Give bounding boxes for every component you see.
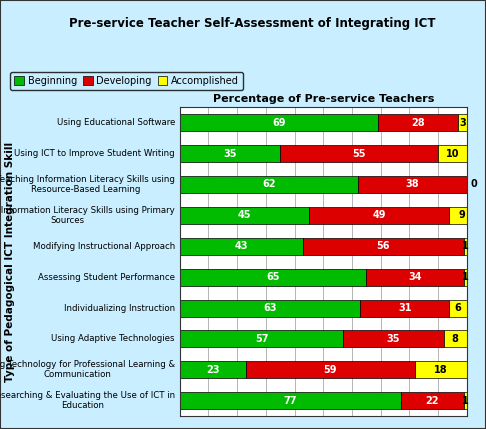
Text: Teaching Information Literacy Skills using Primary
Sources: Teaching Information Literacy Skills usi…	[0, 205, 175, 225]
Bar	[180, 269, 366, 286]
Bar	[464, 238, 467, 255]
Bar	[309, 207, 450, 224]
Text: 57: 57	[255, 334, 268, 344]
Text: Assessing Student Performance: Assessing Student Performance	[38, 273, 175, 281]
Text: 63: 63	[263, 303, 277, 313]
Text: 49: 49	[372, 210, 386, 221]
Text: 59: 59	[324, 365, 337, 375]
Text: 35: 35	[387, 334, 400, 344]
Text: 9: 9	[459, 210, 466, 221]
Text: 34: 34	[408, 272, 422, 282]
Text: 35: 35	[223, 148, 237, 159]
Text: 1: 1	[462, 241, 469, 251]
Text: 69: 69	[272, 118, 285, 128]
Bar	[458, 114, 467, 131]
Bar	[438, 145, 467, 162]
Bar	[415, 361, 467, 378]
Title: Percentage of Pre-service Teachers: Percentage of Pre-service Teachers	[212, 94, 434, 104]
Bar	[450, 299, 467, 317]
Text: Using ICT to Improve Student Writing: Using ICT to Improve Student Writing	[14, 149, 175, 158]
Text: Pre-service Teacher Self-Assessment of Integrating ICT: Pre-service Teacher Self-Assessment of I…	[69, 17, 436, 30]
Text: 28: 28	[411, 118, 425, 128]
Text: 56: 56	[377, 241, 390, 251]
Text: Individualizing Instruction: Individualizing Instruction	[64, 304, 175, 312]
Bar	[400, 392, 464, 409]
Text: Modifying Instructional Approach: Modifying Instructional Approach	[33, 242, 175, 251]
Text: 1: 1	[462, 396, 469, 406]
Bar	[366, 269, 464, 286]
Text: 10: 10	[446, 148, 459, 159]
Text: 31: 31	[398, 303, 412, 313]
Text: 1: 1	[462, 272, 469, 282]
Text: 23: 23	[206, 365, 220, 375]
Bar	[444, 330, 467, 347]
Text: 3: 3	[459, 118, 466, 128]
Bar	[343, 330, 444, 347]
Bar	[358, 176, 467, 193]
Text: 18: 18	[434, 365, 448, 375]
Bar	[180, 145, 280, 162]
Bar	[450, 207, 475, 224]
Bar	[180, 238, 303, 255]
Bar	[180, 299, 361, 317]
Bar	[280, 145, 438, 162]
Bar	[180, 330, 343, 347]
Text: Teaching Information Literacy Skills using
Resource-Based Learning: Teaching Information Literacy Skills usi…	[0, 175, 175, 194]
Text: 6: 6	[454, 303, 461, 313]
Bar	[180, 361, 246, 378]
Text: Researching & Evaluating the Use of ICT in
Education: Researching & Evaluating the Use of ICT …	[0, 391, 175, 411]
Bar	[180, 392, 400, 409]
Bar	[303, 238, 464, 255]
Text: 77: 77	[283, 396, 297, 406]
Bar	[464, 392, 467, 409]
Bar	[180, 176, 358, 193]
Text: 43: 43	[235, 241, 248, 251]
Bar	[464, 269, 467, 286]
Text: 0: 0	[471, 179, 478, 190]
Bar	[378, 114, 458, 131]
Bar	[180, 114, 378, 131]
Bar	[361, 299, 450, 317]
Text: 22: 22	[425, 396, 439, 406]
Bar	[246, 361, 415, 378]
Text: Using Technology for Professional Learning &
Communication: Using Technology for Professional Learni…	[0, 360, 175, 380]
Bar	[180, 207, 309, 224]
Text: 62: 62	[262, 179, 276, 190]
Text: 65: 65	[266, 272, 280, 282]
Text: 8: 8	[451, 334, 458, 344]
Text: Using Educational Software: Using Educational Software	[56, 118, 175, 127]
Legend: Beginning, Developing, Accomplished: Beginning, Developing, Accomplished	[10, 72, 243, 90]
Text: 38: 38	[405, 179, 419, 190]
Text: Type of Pedagogical ICT Integration Skill: Type of Pedagogical ICT Integration Skil…	[5, 142, 15, 382]
Text: 45: 45	[238, 210, 251, 221]
Text: 55: 55	[352, 148, 366, 159]
Text: Using Adaptive Technologies: Using Adaptive Technologies	[52, 335, 175, 343]
